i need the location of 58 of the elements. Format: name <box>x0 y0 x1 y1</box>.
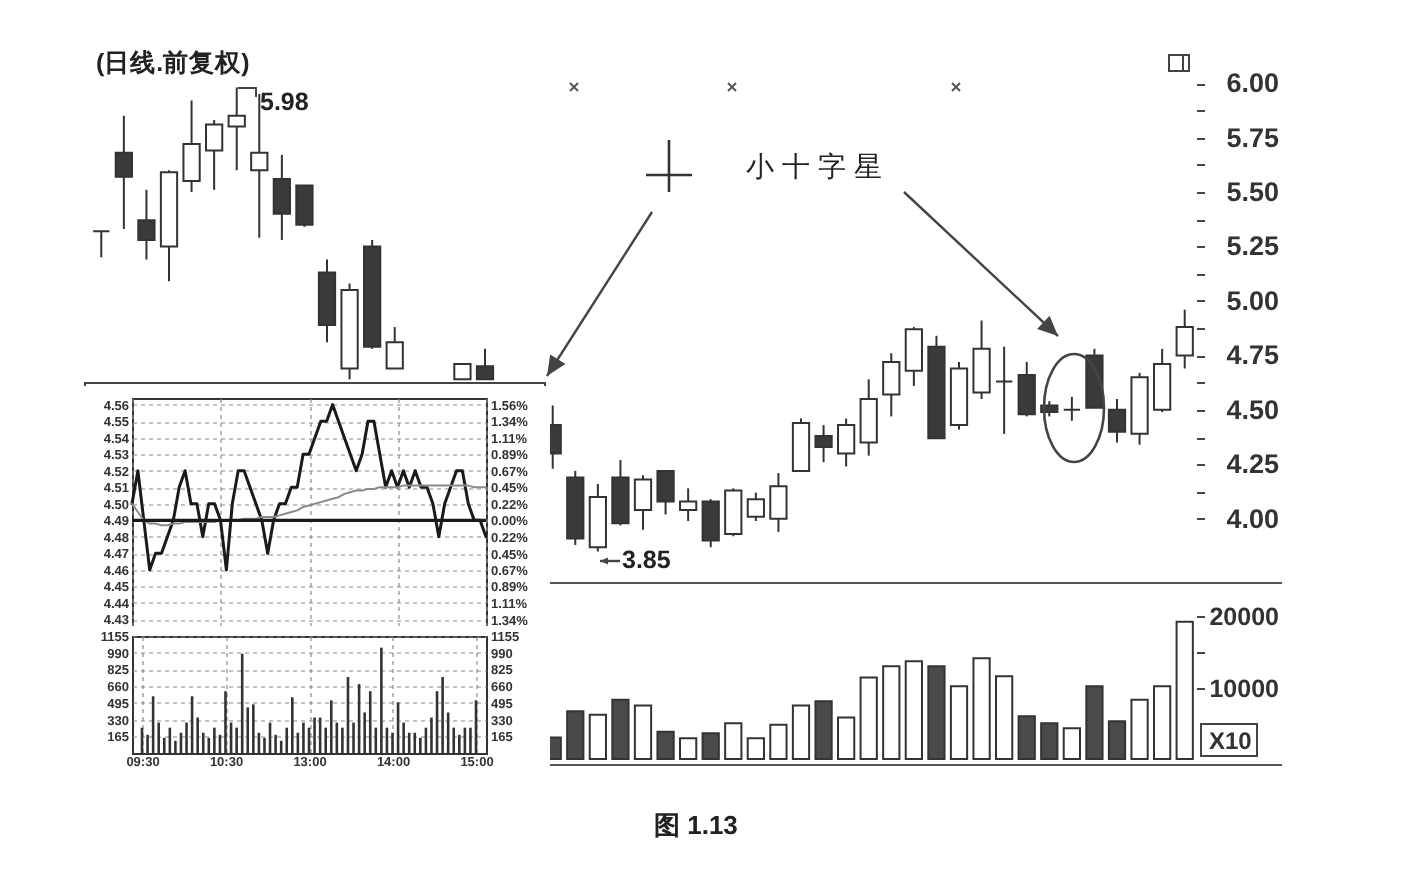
candlestick <box>1175 308 1194 370</box>
candlestick <box>882 352 901 418</box>
candlestick <box>814 424 833 464</box>
candlestick <box>1062 395 1081 422</box>
y-tick-label: 5.00 <box>1226 285 1279 316</box>
candlestick <box>182 99 201 193</box>
candlestick <box>1017 360 1036 418</box>
candlestick <box>679 487 698 522</box>
bar <box>1107 720 1127 760</box>
bar <box>927 665 946 760</box>
bar <box>1085 685 1104 760</box>
candlestick <box>1153 347 1172 414</box>
y-axis-title: X10 <box>1209 727 1253 755</box>
y-tick-label: 6.00 <box>1226 68 1279 99</box>
candlestick <box>656 469 675 516</box>
y-tick-label: 5.50 <box>1226 176 1279 207</box>
candlestick <box>295 184 314 228</box>
candlestick <box>227 86 246 172</box>
candlestick <box>137 188 156 261</box>
bar <box>701 732 720 760</box>
candlestick <box>859 378 878 457</box>
y-tick-label: 4.25 <box>1226 449 1280 480</box>
annotation: 5.98 <box>260 87 309 117</box>
y-tick-label: 20000 <box>1209 603 1280 632</box>
candlestick <box>724 487 743 538</box>
candlestick <box>972 319 991 400</box>
y-tick-label: 5.75 <box>1226 122 1280 153</box>
y-tick-label: 5.25 <box>1226 231 1280 262</box>
y-tick-label: 4.50 <box>1226 394 1279 425</box>
candlestick <box>701 498 720 549</box>
caption: 图 1.13 <box>654 810 738 841</box>
bar <box>814 700 833 760</box>
annotation: 小十字星 <box>746 152 890 185</box>
bar <box>1017 715 1036 760</box>
bar <box>656 730 675 760</box>
candlestick <box>114 114 133 231</box>
y-tick-label: 10000 <box>1209 674 1280 703</box>
candlestick <box>611 458 630 527</box>
y-tick-label: 4.75 <box>1226 340 1280 371</box>
bar <box>1040 722 1059 760</box>
candlestick <box>385 326 404 370</box>
bar <box>566 710 585 760</box>
candlestick <box>791 417 811 472</box>
line-series <box>130 402 488 571</box>
candlestick <box>904 326 923 387</box>
chart-title: (日线.前复权) <box>96 49 250 77</box>
candlestick <box>746 491 765 522</box>
candlestick <box>205 119 224 191</box>
candlestick <box>769 472 788 533</box>
bar <box>611 698 630 760</box>
candlestick <box>1107 397 1127 444</box>
candlestick <box>633 474 653 531</box>
candlestick <box>92 230 111 259</box>
annotation: 3.85 <box>622 545 671 575</box>
candlestick <box>995 345 1014 435</box>
y-tick-label: 4.00 <box>1226 503 1279 534</box>
candlestick <box>837 417 856 468</box>
candlestick <box>272 153 291 241</box>
